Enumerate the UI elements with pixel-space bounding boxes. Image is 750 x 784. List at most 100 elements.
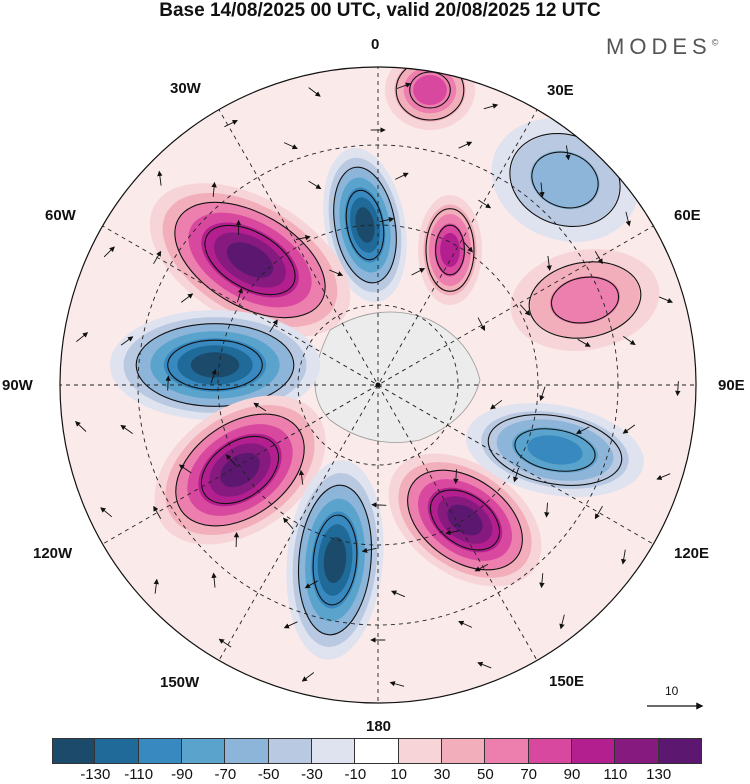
lon-label-60e: 60E — [674, 207, 701, 224]
wind-vector-arrow — [519, 304, 531, 316]
wind-vector-arrow — [546, 255, 552, 271]
wind-vector-arrow — [478, 199, 492, 209]
colorbar-cell — [225, 738, 269, 764]
lon-label-150w: 150W — [160, 674, 200, 691]
anomaly-contour — [413, 75, 447, 105]
colorbar-ticks: -130 -110 -90 -70 -50 -30 -10 10 30 50 70 90 110 130 — [0, 766, 750, 784]
map-boundary — [59, 66, 697, 704]
colorbar-cell — [658, 738, 702, 764]
lon-label-120w: 120W — [33, 545, 73, 562]
colorbar-cell — [571, 738, 616, 764]
anomaly-contour — [190, 352, 240, 378]
circulation-streamline — [409, 71, 451, 109]
meridian-60w-120e — [100, 224, 656, 546]
wind-vector-arrow — [477, 661, 492, 669]
wind-vector-arrow — [620, 549, 627, 565]
lon-label-90e: 90E — [718, 377, 745, 394]
colorbar-tick-label: 130 — [646, 766, 672, 783]
wind-vector-arrow — [458, 141, 473, 149]
anomaly-contour — [527, 435, 583, 465]
anomaly-contour — [226, 242, 274, 278]
colorbar-tick-label: 30 — [433, 766, 451, 783]
wind-vector-arrow — [301, 672, 315, 682]
positive-anomaly-southwest — [154, 395, 326, 545]
circulation-streamline — [550, 276, 620, 324]
wind-vector-arrow — [282, 517, 294, 530]
map-title: Base 14/08/2025 00 UTC, valid 20/08/2025… — [159, 0, 601, 21]
lon-label-90w: 90W — [2, 377, 33, 394]
wind-vector-arrow — [224, 120, 238, 128]
wind-vector-arrow — [218, 638, 232, 648]
wind-vector-arrow — [75, 421, 87, 432]
colorbar-cell — [441, 738, 486, 764]
positive-anomaly-north-top — [385, 67, 475, 130]
wind-vector-arrow — [474, 564, 489, 572]
colorbar-tick-label: -70 — [214, 766, 237, 783]
circulation-streamline — [528, 261, 642, 339]
wind-vector-arrow — [622, 424, 636, 434]
wind-vector-arrow — [283, 142, 298, 150]
colorbar-cell — [138, 738, 182, 764]
wind-vector-arrow — [539, 386, 546, 402]
circulation-streamline — [531, 151, 599, 209]
wind-vector-arrow — [462, 240, 474, 253]
colorbar-tick-label: -50 — [257, 766, 280, 783]
wind-vector-arrow — [210, 368, 217, 384]
lon-label-120e: 120E — [674, 545, 710, 562]
wind-vector-arrow — [575, 426, 590, 434]
wind-vector-arrow — [153, 505, 162, 520]
wind-vector-arrow — [103, 246, 115, 258]
polar-landmass — [314, 311, 481, 443]
lon-label-0: 0 — [371, 36, 380, 53]
circulation-streamline — [174, 201, 326, 319]
wind-vector-arrow — [100, 507, 113, 518]
wind-vector-arrow — [389, 681, 405, 687]
colorbar-tick-label: -130 — [80, 766, 111, 783]
map-field — [60, 67, 696, 703]
wind-vector-arrow — [308, 87, 321, 97]
wind-vector-arrow — [304, 580, 318, 589]
colorbar — [52, 738, 702, 764]
wind-vector-arrow — [658, 296, 673, 304]
lon-label-60w: 60W — [45, 207, 76, 224]
colorbar-tick-label: 50 — [476, 766, 494, 783]
reference-vector-label: 10 — [665, 684, 679, 698]
colorbar-tick-label: 70 — [520, 766, 537, 783]
wind-vector-arrow — [253, 402, 267, 412]
colorbar-tick-label: -30 — [301, 766, 323, 783]
wind-vector-arrow — [458, 620, 473, 628]
wind-vector-arrow — [371, 502, 387, 508]
meridian-60e-120w — [100, 224, 656, 546]
circulation-streamline — [407, 469, 523, 571]
circulation-streamline — [297, 484, 373, 636]
anomaly-contour — [530, 150, 600, 210]
circulation-streamline — [135, 323, 295, 407]
wind-vector-arrow — [623, 336, 636, 346]
anomaly-contour — [440, 232, 460, 268]
wind-vector-arrow — [675, 381, 681, 397]
wind-vector-arrow — [269, 319, 278, 333]
colorbar-cell — [528, 738, 572, 764]
wind-vector-arrow — [477, 317, 485, 332]
colorbar-cell — [615, 738, 659, 764]
wind-vector-arrow — [178, 464, 192, 474]
wind-vector-arrow — [76, 332, 89, 342]
circulation-streamline — [312, 514, 358, 606]
wind-vector-arrow — [539, 182, 545, 198]
wind-vector-arrow — [483, 103, 499, 110]
wind-vector-arrow — [565, 145, 571, 161]
circulation-streamline — [167, 339, 263, 391]
copyright-mark: © — [711, 37, 719, 48]
colorbar-tick-label: 10 — [390, 766, 407, 783]
colorbar-tick-label: 90 — [563, 766, 581, 783]
wind-vector-arrow — [120, 336, 134, 346]
lon-label-180: 180 — [366, 718, 392, 735]
wind-vector-arrow — [544, 502, 550, 518]
wind-vector-arrow — [153, 578, 159, 594]
colorbar-cell — [181, 738, 226, 764]
wind-vector-arrow — [225, 454, 237, 466]
positive-anomaly-northwest — [149, 183, 351, 337]
colorbar-cell — [398, 738, 442, 764]
circulation-streamline — [200, 435, 280, 505]
